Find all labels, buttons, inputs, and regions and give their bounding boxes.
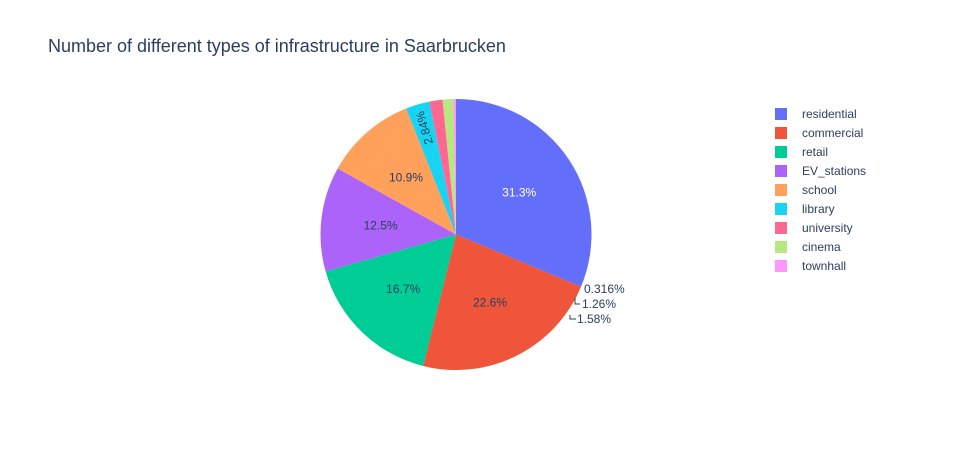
legend-swatch	[775, 260, 787, 272]
slice-label-commercial: 22.6%	[473, 295, 507, 309]
pie-slice-cinema[interactable]	[442, 99, 456, 235]
slice-label-retail: 16.7%	[386, 282, 420, 296]
pie-slice-retail[interactable]	[325, 234, 456, 366]
slice-label-cinema: 1.26%	[582, 297, 616, 311]
legend-item-commercial[interactable]: commercial	[775, 126, 863, 140]
pie-slice-library[interactable]	[406, 101, 456, 235]
legend-label: university	[802, 221, 853, 235]
slice-label-ev-stations: 12.5%	[364, 219, 398, 233]
slice-label-townhall: 0.316%	[584, 282, 625, 296]
legend-label: residential	[802, 107, 857, 121]
legend-label: library	[802, 202, 835, 216]
legend-item-library[interactable]: library	[775, 202, 835, 216]
slice-labels: 31.3%22.6%16.7%12.5%10.9%2.84%1.58%1.26%…	[364, 109, 625, 326]
legend-swatch	[775, 165, 787, 177]
legend-label: commercial	[802, 126, 863, 140]
legend-swatch	[775, 108, 787, 120]
pie-slices	[320, 99, 592, 371]
legend-item-school[interactable]: school	[775, 183, 837, 197]
pie-slice-university[interactable]	[429, 99, 456, 235]
pie-slice-school[interactable]	[337, 108, 456, 235]
pie-slice-commercial[interactable]	[423, 234, 582, 371]
legend-item-ev-stations[interactable]: EV_stations	[775, 164, 866, 178]
legend-swatch	[775, 184, 787, 196]
leader-line-cinema	[574, 298, 580, 305]
legend-label: retail	[802, 145, 828, 159]
legend-label: EV_stations	[802, 164, 866, 178]
chart-title: Number of different types of infrastruct…	[48, 36, 506, 56]
legend-item-cinema[interactable]: cinema	[775, 240, 841, 254]
legend-item-retail[interactable]: retail	[775, 145, 828, 159]
slice-label-residential: 31.3%	[502, 185, 536, 199]
legend: residential commercial retail EV_stationssc…	[775, 107, 866, 273]
label-leader-lines	[569, 298, 580, 320]
legend-swatch	[775, 127, 787, 139]
slice-label-university: 1.58%	[577, 312, 611, 326]
legend-swatch	[775, 241, 787, 253]
legend-label: school	[802, 183, 837, 197]
leader-line-university	[569, 315, 576, 320]
legend-label: townhall	[802, 259, 846, 273]
slice-label-school: 10.9%	[389, 170, 423, 184]
pie-slice-townhall[interactable]	[453, 99, 456, 235]
legend-item-townhall[interactable]: townhall	[775, 259, 846, 273]
legend-label: cinema	[802, 240, 841, 254]
legend-swatch	[775, 146, 787, 158]
legend-item-residential[interactable]: residential	[775, 107, 857, 121]
legend-swatch	[775, 222, 787, 234]
pie-slice-residential[interactable]	[456, 99, 592, 287]
legend-swatch	[775, 203, 787, 215]
legend-item-university[interactable]: university	[775, 221, 853, 235]
pie-slice-ev-stations[interactable]	[320, 168, 456, 272]
